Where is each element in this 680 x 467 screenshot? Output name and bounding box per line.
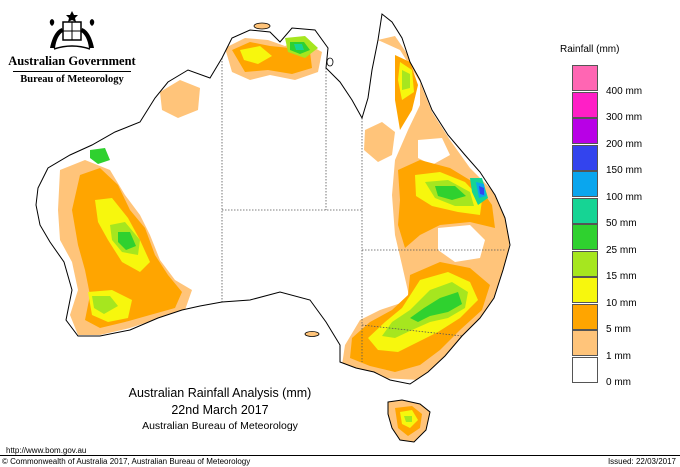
- legend-swatch: [572, 118, 598, 144]
- coat-of-arms-icon: [49, 11, 95, 50]
- map-date: 22nd March 2017: [171, 403, 269, 417]
- legend-swatch: [572, 224, 598, 250]
- state-borders: [221, 58, 505, 362]
- government-logo: Australian Government Bureau of Meteorol…: [8, 8, 136, 98]
- footer-divider: [0, 455, 680, 456]
- melville-island: [253, 22, 271, 30]
- tasmania-rain-15mm: [404, 416, 412, 422]
- legend-label: 15 mm: [606, 271, 637, 282]
- legend-label: 200 mm: [606, 138, 643, 150]
- legend-label: 400 mm: [606, 85, 643, 97]
- legend-label: 150 mm: [606, 165, 643, 176]
- legend-label: 50 mm: [606, 218, 637, 229]
- legend-label: 100 mm: [606, 191, 643, 203]
- map-title: Australian Rainfall Analysis (mm): [128, 386, 312, 400]
- legend-label: 5 mm: [606, 324, 631, 335]
- legend-swatch: [572, 250, 598, 277]
- coastline: [35, 13, 511, 385]
- legend-title: Rainfall (mm): [560, 44, 620, 55]
- website-link[interactable]: http://www.bom.gov.au: [6, 446, 87, 455]
- legend-label: 10 mm: [606, 297, 637, 309]
- map-source: Australian Bureau of Meteorology: [142, 420, 298, 432]
- government-name: Australian Government: [8, 54, 136, 68]
- legend-swatch: [572, 65, 598, 91]
- bureau-name: Bureau of Meteorology: [20, 74, 124, 85]
- legend-swatch: [572, 277, 598, 303]
- rainfall-band-50mm: [294, 44, 304, 50]
- legend-swatch: [572, 91, 598, 118]
- australia-rainfall-map: [35, 13, 511, 443]
- issued-date: Issued: 22/03/2017: [607, 457, 676, 466]
- legend-label: 1 mm: [606, 350, 631, 362]
- legend-label: 300 mm: [606, 112, 643, 123]
- legend-swatch: [572, 144, 598, 171]
- legend-swatch: [572, 303, 598, 330]
- rainfall-bands: [58, 36, 510, 380]
- legend-swatch: [572, 171, 598, 197]
- legend-swatch: [572, 330, 598, 356]
- legend-swatch: [572, 197, 598, 224]
- logo-divider: [13, 71, 131, 72]
- legend-swatch: [572, 356, 598, 383]
- rainfall-band-150mm: [479, 186, 484, 195]
- legend-label: 0 mm: [606, 377, 631, 388]
- groote-eylandt: [326, 57, 334, 67]
- legend-label: 25 mm: [606, 244, 637, 256]
- kangaroo-island: [304, 331, 320, 337]
- copyright-notice: © Commonwealth of Australia 2017, Austra…: [2, 457, 251, 466]
- rainfall-band-25mm: [118, 232, 136, 250]
